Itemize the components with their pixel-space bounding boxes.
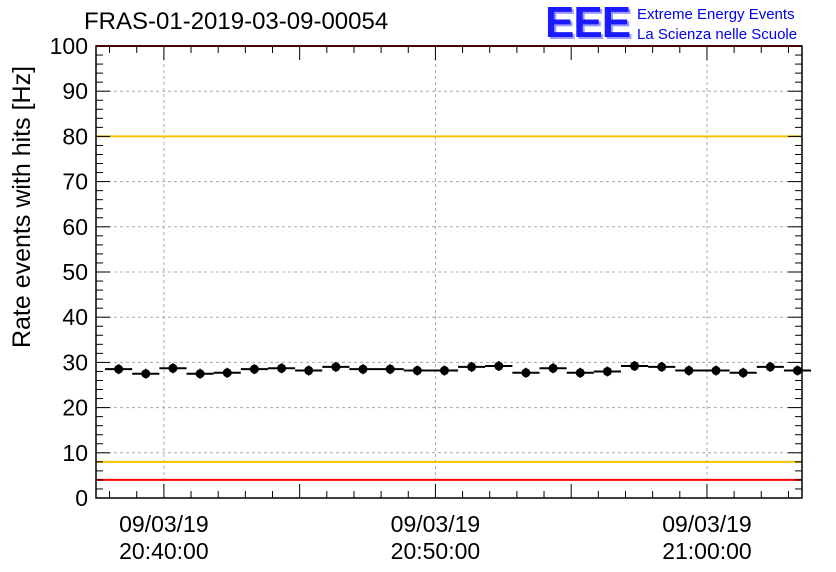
- reference-lines: [96, 45, 802, 481]
- data-point: [765, 362, 775, 372]
- data-point: [358, 364, 368, 374]
- y-tick-label: 20: [62, 395, 88, 421]
- x-tick-label-time: 20:50:00: [391, 538, 481, 564]
- data-point: [467, 362, 477, 372]
- data-point: [277, 363, 287, 373]
- data-point: [222, 368, 232, 378]
- data-point: [304, 366, 314, 376]
- y-tick-label: 0: [75, 485, 88, 511]
- data-point: [331, 362, 341, 372]
- data-point: [385, 364, 395, 374]
- y-tick-label: 90: [62, 78, 88, 104]
- y-tick-label: 60: [62, 214, 88, 240]
- data-point: [168, 363, 178, 373]
- y-tick-label: 10: [62, 440, 88, 466]
- x-tick-label-time: 21:00:00: [662, 538, 752, 564]
- y-axis-label: Rate events with hits [Hz]: [8, 66, 36, 348]
- y-tick-label: 70: [62, 169, 88, 195]
- data-point: [114, 364, 124, 374]
- x-tick-label-time: 20:40:00: [119, 538, 209, 564]
- data-point: [792, 366, 802, 376]
- y-tick-label: 80: [62, 123, 88, 149]
- eee-logo: EEE Extreme Energy Events La Scienza nel…: [545, 0, 825, 46]
- data-series: [105, 361, 812, 379]
- data-point: [494, 361, 504, 371]
- data-point: [548, 363, 558, 373]
- data-point: [141, 369, 151, 379]
- y-tick-label: 50: [62, 259, 88, 285]
- grid-layer: [96, 46, 802, 498]
- logo-subtitle-line1: Extreme Energy Events: [637, 6, 795, 23]
- y-tick-label: 30: [62, 349, 88, 375]
- data-point: [439, 366, 449, 376]
- x-tick-label-date: 09/03/19: [391, 511, 481, 537]
- data-point: [711, 366, 721, 376]
- data-point: [575, 368, 585, 378]
- data-point: [602, 366, 612, 376]
- data-point: [249, 364, 259, 374]
- data-point: [657, 362, 667, 372]
- data-point: [521, 368, 531, 378]
- chart-title: FRAS-01-2019-03-09-00054: [84, 8, 389, 35]
- logo-subtitle-line2: La Scienza nelle Scuole: [637, 26, 798, 43]
- y-tick-label: 100: [50, 33, 88, 59]
- x-tick-label-date: 09/03/19: [119, 511, 209, 537]
- x-tick-label-date: 09/03/19: [662, 511, 752, 537]
- data-point: [412, 366, 422, 376]
- data-point: [684, 366, 694, 376]
- axes: 010203040506070809010009/03/1920:40:0009…: [50, 33, 803, 564]
- eee-logo-mark: EEE: [545, 0, 631, 47]
- y-tick-label: 40: [62, 304, 88, 330]
- data-point: [738, 368, 748, 378]
- data-point: [195, 369, 205, 379]
- data-point: [630, 361, 640, 371]
